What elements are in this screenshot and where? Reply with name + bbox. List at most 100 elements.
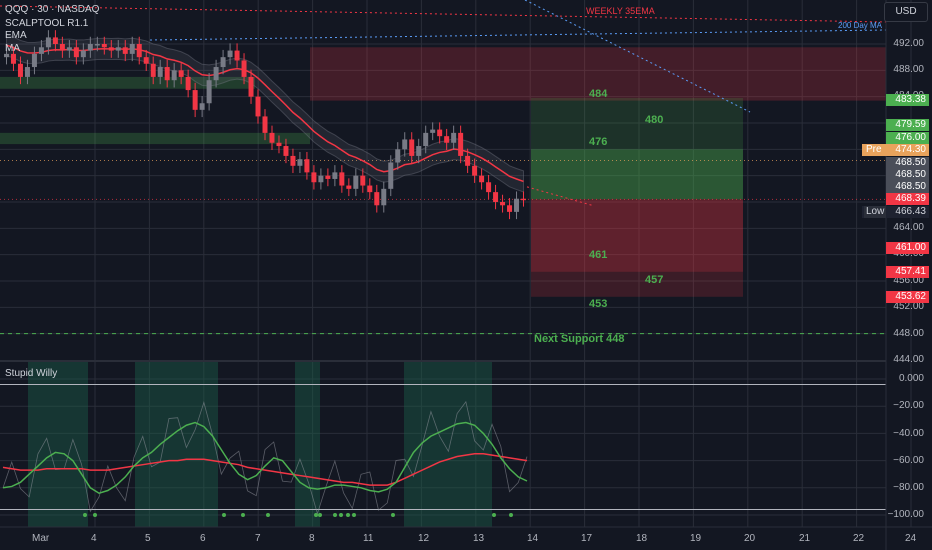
candle-body — [157, 67, 163, 77]
candle-body — [353, 175, 359, 189]
osc-signal-dot — [241, 513, 245, 517]
indicator-ma[interactable]: MA — [5, 43, 20, 54]
candle-body — [521, 198, 527, 201]
osc-signal-dot — [391, 513, 395, 517]
osc-signal-dot — [339, 513, 343, 517]
osc-signal-dot — [222, 513, 226, 517]
oscillator-title[interactable]: Stupid Willy — [5, 368, 58, 379]
x-tick-label: 11 — [363, 533, 374, 544]
indicator-scalptool[interactable]: SCALPTOOL R1.1 — [5, 18, 89, 29]
indicator-ema[interactable]: EMA — [5, 30, 27, 41]
price-tag-453: 453.62 — [886, 291, 929, 303]
candle-body — [332, 172, 338, 179]
x-tick-label: 4 — [91, 533, 97, 544]
ma200-label: 200 Day MA — [838, 21, 883, 30]
candle-body — [3, 53, 9, 58]
y-tick-label: 456.00 — [893, 275, 924, 286]
currency-label: USD — [895, 6, 917, 17]
candle-body — [402, 139, 408, 150]
candle-body — [304, 159, 310, 173]
price-tag-476: 476.00 — [886, 132, 929, 144]
ma200-line — [149, 29, 887, 41]
ema-projection — [526, 186, 593, 206]
candle-body — [38, 47, 44, 54]
symbol-title[interactable]: QQQ · 30 · NASDAQ — [5, 4, 100, 15]
x-tick-label: 14 — [527, 533, 539, 544]
y-tick-label: 488.00 — [893, 64, 924, 75]
candle-body — [150, 63, 156, 77]
candle-body — [458, 132, 464, 156]
next-support-label: Next Support 448 — [534, 333, 625, 345]
stop-461-label: 461 — [589, 249, 608, 261]
price-tag-457: 457.41 — [886, 266, 929, 278]
candle-body — [423, 132, 429, 147]
candle-body — [486, 182, 492, 193]
candle-body — [255, 96, 261, 117]
premarket-label: Pre — [866, 144, 882, 155]
trend-line — [524, 0, 751, 113]
target-stop-zones — [0, 47, 886, 297]
osc-signal-dot — [318, 513, 322, 517]
x-tick-label: 17 — [581, 533, 593, 544]
x-tick-label: 13 — [473, 533, 485, 544]
stop-zone — [531, 199, 743, 297]
candle-body — [388, 162, 394, 189]
candle-body — [493, 192, 499, 202]
osc-main-line — [2, 421, 528, 495]
premarket-value: 474.30 — [895, 144, 926, 155]
candle-body — [374, 192, 380, 206]
level-lines — [0, 0, 887, 335]
currency-button[interactable]: USD — [884, 2, 928, 22]
osc-signal-dot — [83, 513, 87, 517]
candle-body — [283, 146, 289, 156]
osc-y-tick-label: −40.00 — [893, 428, 924, 439]
osc-raw-line — [2, 400, 528, 515]
candle-body — [80, 50, 86, 58]
x-tick-label: 19 — [690, 533, 702, 544]
low-label: Low — [864, 206, 887, 218]
price-tag-468-a: 468.50 — [886, 157, 929, 169]
candle-body — [465, 155, 471, 166]
candle-body — [269, 132, 275, 143]
candle-body — [122, 47, 128, 54]
target-484-label: 484 — [589, 88, 608, 100]
osc-signal-dot — [314, 513, 318, 517]
candle-body — [248, 76, 254, 97]
candle-body — [129, 44, 135, 54]
candle-body — [73, 47, 79, 58]
osc-signal-line — [2, 453, 528, 486]
candle-body — [199, 103, 205, 110]
low-tag: Low 466.43 — [862, 206, 929, 218]
y-tick-label: 448.00 — [893, 328, 924, 339]
candle-body — [437, 129, 443, 137]
osc-y-tick-label: 0.000 — [898, 373, 924, 384]
target-zone-inner — [531, 149, 743, 200]
candle-body — [94, 44, 100, 46]
price-tag-461: 461.00 — [886, 242, 929, 254]
target-zone — [531, 97, 743, 200]
candle-body — [367, 185, 373, 193]
candle-body — [59, 44, 65, 51]
y-tick-label: 444.00 — [893, 354, 924, 365]
candle-body — [24, 67, 30, 77]
osc-y-tick-label: −100.00 — [887, 509, 924, 520]
osc-highlight-band — [295, 362, 320, 527]
candle-body — [115, 47, 121, 51]
osc-signal-dot — [492, 513, 496, 517]
candle-body — [185, 76, 191, 91]
osc-y-tick-label: −20.00 — [893, 400, 924, 411]
x-tick-label: 22 — [853, 533, 865, 544]
y-tick-label: 492.00 — [893, 38, 924, 49]
candle-body — [213, 67, 219, 81]
candle-body — [339, 172, 345, 186]
candle-body — [10, 53, 16, 64]
candle-body — [101, 44, 107, 48]
candle-body — [444, 136, 450, 143]
x-tick-label: 12 — [418, 533, 430, 544]
candle-body — [514, 198, 520, 212]
candle-body — [164, 67, 170, 81]
osc-highlight-band — [28, 362, 88, 527]
candle-body — [136, 44, 142, 58]
y-tick-label: 464.00 — [893, 222, 924, 233]
